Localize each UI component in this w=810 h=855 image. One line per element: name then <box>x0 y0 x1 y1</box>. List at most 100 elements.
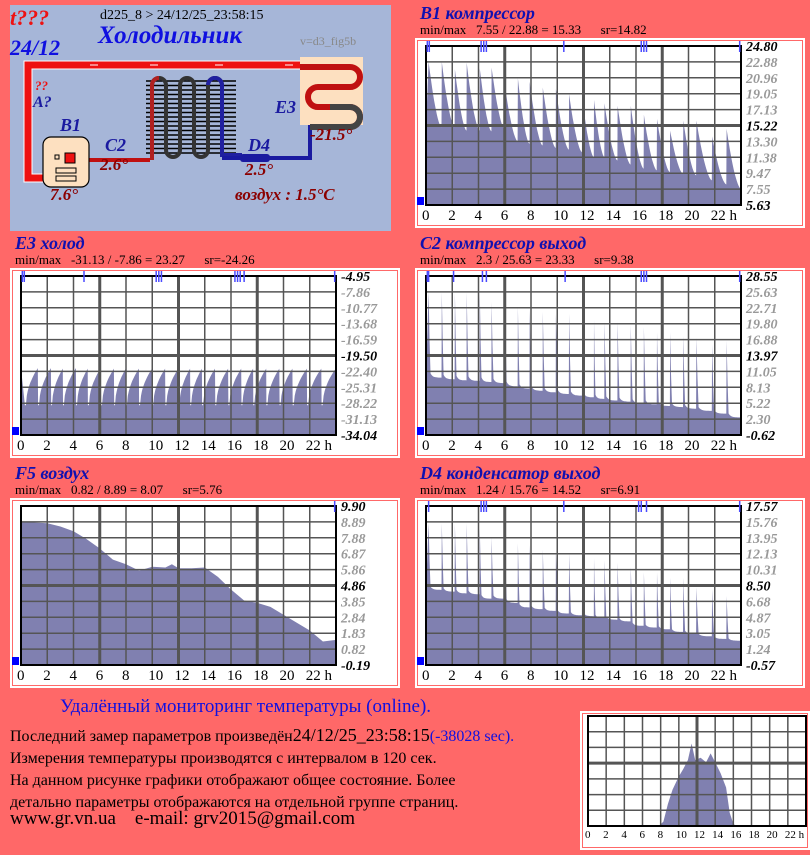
y-tick-label: 15.76 <box>746 516 778 531</box>
y-tick-label: 3.05 <box>745 627 771 642</box>
description-line: детально параметры отображаются на отдел… <box>10 794 459 811</box>
x-tick-label: 0 <box>17 668 25 684</box>
x-tick-label: 10 <box>553 668 568 684</box>
last-measurement-ago: (-38028 sec). <box>429 728 515 745</box>
hot-pipe <box>24 61 300 182</box>
condenser-coil <box>150 76 242 160</box>
x-tick-label: 6 <box>96 438 104 454</box>
plot-border <box>20 505 337 666</box>
x-tick-label: 8 <box>122 438 130 454</box>
x-tick-label: 18 <box>658 438 673 454</box>
x-tick-label: 8 <box>527 438 535 454</box>
chart-minmax: min/max 0.82 / 8.89 = 8.07 sr=5.76 <box>15 482 223 497</box>
x-tick-label: 12 <box>175 668 190 684</box>
x-tick-label: 4 <box>621 829 627 841</box>
current-level-marker <box>12 657 19 665</box>
chart-title: D4 конденсатор выход <box>420 463 601 483</box>
y-tick-label: -31.13 <box>341 413 377 428</box>
x-tick-label: 14 <box>201 438 217 454</box>
x-tick-label: 18 <box>253 438 268 454</box>
footer-headline: Удалённый мониторинг температуры (online… <box>60 696 432 717</box>
x-tick-label: 4 <box>475 438 483 454</box>
y-tick-label: 4.87 <box>745 611 772 626</box>
y-tick-label: -0.62 <box>746 429 775 444</box>
b1-label: B1 <box>60 115 82 135</box>
x-tick-label: 16 <box>632 208 648 224</box>
d4-label: D4 <box>248 135 270 155</box>
y-tick-label: 22.88 <box>745 56 778 71</box>
y-tick-label: 11.38 <box>746 151 777 166</box>
x-tick-label: 2 <box>603 829 609 841</box>
current-level-marker <box>417 427 424 435</box>
y-tick-label: 2.30 <box>745 413 771 428</box>
date-label: 24/12 <box>10 35 61 60</box>
plot-border <box>20 275 337 436</box>
x-tick-label: 6 <box>501 668 509 684</box>
x-tick-label: 16 <box>632 668 648 684</box>
fridge-diagram: t??? 24/12 d225_8 > 24/12/25_23:58:15 Хо… <box>10 5 391 231</box>
x-tick-label: 16 <box>227 668 243 684</box>
plot-border <box>425 275 742 436</box>
y-tick-label: 6.87 <box>341 548 367 563</box>
y-tick-label: 13.30 <box>746 135 778 150</box>
y-tick-label: -10.77 <box>341 302 378 317</box>
website-link[interactable]: www.gr.vn.ua <box>10 808 116 829</box>
chart-minmax: min/max 2.3 / 25.63 = 23.33 sr=9.38 <box>420 252 634 267</box>
e3-label: E3 <box>275 97 297 117</box>
x-tick-label: 22 h <box>711 208 738 224</box>
interval-info: Измерения температуры производятся с инт… <box>10 750 437 767</box>
y-tick-label: 15.22 <box>746 120 778 135</box>
x-tick-label: 8 <box>527 208 535 224</box>
y-tick-label: 6.68 <box>746 595 771 610</box>
x-tick-label: 0 <box>422 438 430 454</box>
y-tick-label: 5.22 <box>746 397 771 412</box>
x-tick-label: 14 <box>712 829 724 841</box>
y-tick-label: 8.13 <box>746 381 771 396</box>
x-tick-label: 10 <box>553 438 568 454</box>
x-tick-label: 14 <box>606 668 622 684</box>
x-tick-label: 12 <box>694 829 705 841</box>
y-tick-label: 8.89 <box>341 516 366 531</box>
y-tick-label: 7.55 <box>746 183 771 198</box>
x-tick-label: 22 h <box>306 668 333 684</box>
x-tick-label: 4 <box>475 208 483 224</box>
y-tick-label: -16.59 <box>341 334 377 349</box>
x-tick-label: 2 <box>448 668 456 684</box>
x-tick-label: 0 <box>422 208 430 224</box>
y-tick-label: -0.57 <box>746 659 776 674</box>
x-tick-label: 14 <box>201 668 217 684</box>
x-tick-label: 0 <box>17 438 25 454</box>
x-tick-label: 18 <box>658 668 673 684</box>
chart-minmax: min/max 1.24 / 15.76 = 14.52 sr=6.91 <box>420 482 641 497</box>
y-tick-label: 13.95 <box>746 532 778 547</box>
version-label: v=d3_fig5b <box>300 34 357 48</box>
x-tick-label: 18 <box>749 829 761 841</box>
y-tick-label: -0.19 <box>341 659 370 674</box>
chart-minmax: min/max -31.13 / -7.86 = 23.27 sr=-24.26 <box>15 252 255 267</box>
x-tick-label: 6 <box>640 829 646 841</box>
plot-border <box>425 505 742 666</box>
chart-plot: 28.55 25.63 22.71 19.80 16.88 13.97 11.05 8.13 5… <box>415 268 805 458</box>
d4-value: 2.5° <box>245 160 274 179</box>
c2-value: 2.6° <box>100 155 129 174</box>
last-measurement-time: 24/12/25_23:58:15 <box>292 725 430 745</box>
email-link[interactable]: e-mail: grv2015@gmail.com <box>134 808 356 829</box>
x-tick-label: 16 <box>632 438 648 454</box>
y-tick-label: 1.24 <box>746 643 771 658</box>
y-tick-label: -22.40 <box>341 365 377 380</box>
x-tick-label: 20 <box>767 829 779 841</box>
x-tick-label: 0 <box>585 829 591 841</box>
description-line: На данном рисунке графики отображают общ… <box>10 772 456 789</box>
x-tick-label: 20 <box>280 668 295 684</box>
y-tick-label: 17.13 <box>746 104 778 119</box>
x-tick-label: 4 <box>70 668 78 684</box>
x-tick-label: 12 <box>580 438 595 454</box>
chart-title: B1 компрессор <box>420 3 535 23</box>
x-tick-label: 12 <box>580 668 595 684</box>
y-tick-label: 9.90 <box>341 500 366 515</box>
current-level-marker <box>12 427 19 435</box>
x-tick-label: 10 <box>148 668 163 684</box>
y-tick-label: 12.13 <box>746 548 778 563</box>
y-tick-label: 10.31 <box>746 564 778 579</box>
x-tick-label: 10 <box>148 438 163 454</box>
